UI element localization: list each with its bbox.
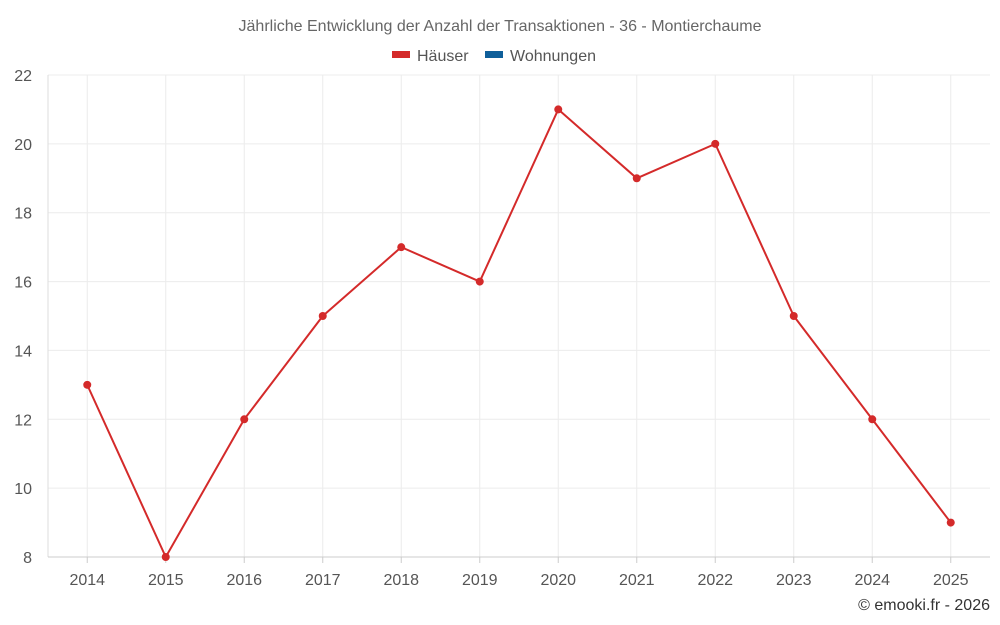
data-point-haeuser[interactable] xyxy=(946,518,955,527)
x-tick-label: 2018 xyxy=(383,572,419,589)
data-point-haeuser[interactable] xyxy=(475,277,484,286)
legend-item-wohnungen[interactable]: Wohnungen xyxy=(485,48,596,65)
x-tick-label: 2017 xyxy=(305,572,341,589)
x-tick-label: 2020 xyxy=(540,572,576,589)
x-tick-label: 2016 xyxy=(226,572,262,589)
x-axis-ticks: 2014 2015 2016 2017 2018 2019 2020 2021 2022 2023… xyxy=(69,557,969,589)
grid xyxy=(48,74,990,557)
data-point-haeuser[interactable] xyxy=(240,415,249,424)
data-point-haeuser[interactable] xyxy=(554,105,563,114)
x-tick-label: 2022 xyxy=(697,572,733,589)
y-tick-label: 22 xyxy=(14,68,32,85)
x-tick-label: 2014 xyxy=(69,572,105,589)
y-tick-label: 10 xyxy=(14,481,32,498)
y-axis-ticks: 8 10 12 14 16 18 20 22 xyxy=(14,68,32,567)
legend-label-haeuser: Häuser xyxy=(417,48,469,65)
y-tick-label: 18 xyxy=(14,206,32,223)
credit-text: © emooki.fr - 2026 xyxy=(858,597,990,614)
data-point-haeuser[interactable] xyxy=(632,174,641,183)
series-group xyxy=(83,105,955,561)
y-tick-label: 8 xyxy=(23,550,32,567)
legend: Häuser Wohnungen xyxy=(392,48,596,65)
y-tick-label: 16 xyxy=(14,275,32,292)
y-tick-label: 12 xyxy=(14,412,32,429)
legend-item-haeuser[interactable]: Häuser xyxy=(392,48,469,65)
series-line-haeuser xyxy=(86,108,952,558)
legend-swatch-haeuser xyxy=(392,51,410,58)
legend-label-wohnungen: Wohnungen xyxy=(510,48,596,65)
x-tick-label: 2019 xyxy=(462,572,498,589)
chart-title: Jährliche Entwicklung der Anzahl der Tra… xyxy=(239,18,762,35)
data-point-haeuser[interactable] xyxy=(318,312,327,320)
x-tick-label: 2015 xyxy=(148,572,184,589)
data-point-haeuser[interactable] xyxy=(83,380,92,389)
data-point-haeuser[interactable] xyxy=(161,553,170,561)
data-point-haeuser[interactable] xyxy=(868,415,877,424)
y-tick-label: 14 xyxy=(14,343,32,360)
x-tick-label: 2024 xyxy=(854,572,890,589)
x-tick-label: 2025 xyxy=(933,572,969,589)
legend-swatch-wohnungen xyxy=(485,51,503,58)
data-point-haeuser[interactable] xyxy=(397,243,406,252)
x-tick-label: 2021 xyxy=(619,572,655,589)
x-tick-label: 2023 xyxy=(776,572,812,589)
axes xyxy=(47,75,990,558)
data-point-haeuser[interactable] xyxy=(789,312,798,320)
data-point-haeuser[interactable] xyxy=(711,139,720,148)
y-tick-label: 20 xyxy=(14,137,32,154)
